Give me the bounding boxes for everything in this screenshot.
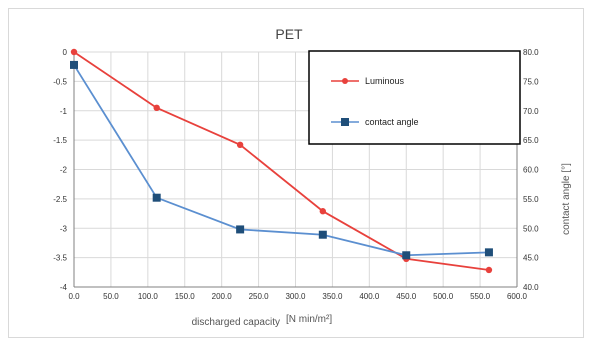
pet-chart: 0.0 50.0 100.0 150.0 200.0 250.0 300.0 350.0 400… [53,26,572,328]
y2-tick-label: 70.0 [523,107,539,116]
y2-axis-label: contact angle [°] [561,163,572,235]
data-point-contact-angle [484,248,493,257]
x-tick-label: 400.0 [359,292,380,301]
series-line-contact-angle [73,64,489,257]
x-tick-label: 450.0 [396,292,417,301]
y2-tick-label: 60.0 [523,166,539,175]
data-point-contact-angle [152,193,161,202]
y-tick-label: -3 [60,224,68,233]
x-tick-label: 100.0 [138,292,159,301]
legend-label-contact-angle: contact angle [365,117,419,127]
data-point-luminous [319,208,327,215]
y-tick-label: 0 [63,48,68,57]
data-point-luminous [70,48,78,56]
x-tick-label: 250.0 [249,292,270,301]
data-point-luminous [485,266,493,274]
ticks-layer: 0.0 50.0 100.0 150.0 200.0 250.0 300.0 350.0 400… [53,48,539,301]
y-tick-label: -4 [60,283,68,292]
data-point-contact-angle [402,251,411,260]
chart-title: PET [275,26,303,42]
x-tick-label: 200.0 [212,292,233,301]
legend-label-luminous: Luminous [365,76,405,86]
x-tick-label: 600.0 [507,292,528,301]
y-tick-label: -1.5 [53,136,67,145]
y2-tick-label: 45.0 [523,254,539,263]
data-point-contact-angle [318,230,327,239]
y-tick-label: -3.5 [53,254,67,263]
x-tick-label: 0.0 [68,292,80,301]
x-tick-label: 500.0 [433,292,454,301]
data-point-contact-angle [70,60,78,69]
series-layer [70,48,493,274]
x-axis-label: discharged capacity [192,317,280,328]
y2-tick-label: 65.0 [523,136,539,145]
legend-marker-contact-angle [341,118,349,126]
x-tick-label: 550.0 [470,292,491,301]
x-tick-label: 350.0 [322,292,343,301]
chart-frame: 0.0 50.0 100.0 150.0 200.0 250.0 300.0 350.0 400… [8,8,584,338]
y2-tick-label: 50.0 [523,224,539,233]
y-tick-label: -0.5 [53,77,67,86]
series-line-luminous [73,51,490,271]
x-tick-label: 150.0 [175,292,196,301]
x-tick-label: 50.0 [103,292,119,301]
y2-tick-label: 40.0 [523,283,539,292]
data-point-luminous [153,104,160,112]
x-tick-label: 300.0 [285,292,306,301]
y-tick-label: -2 [60,166,68,175]
legend-marker-luminous [342,78,348,84]
x-axis-unit: [N min/m²] [286,314,332,325]
data-point-contact-angle [236,225,245,234]
y2-tick-label: 75.0 [523,77,539,86]
y-tick-label: -1 [60,107,68,116]
y2-tick-label: 80.0 [523,48,539,57]
y2-tick-label: 55.0 [523,195,539,204]
legend-box [308,50,521,145]
data-point-luminous [236,141,244,149]
legend: Luminous contact angle [308,50,521,145]
y-tick-label: -2.5 [53,195,67,204]
